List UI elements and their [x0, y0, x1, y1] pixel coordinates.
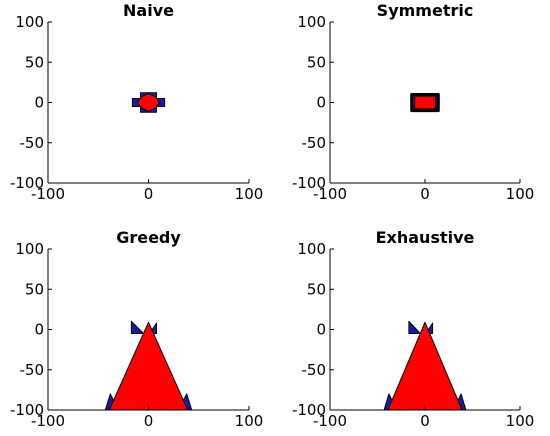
panel-greedy: Greedy 100 50 0 -50 -100-100 0 100	[10, 228, 263, 430]
panel-title: Symmetric	[377, 1, 474, 20]
x-tick-label: 100	[235, 412, 264, 430]
x-tick-label: 100	[235, 185, 264, 203]
front-shape-1	[136, 93, 161, 112]
y-tick-label: -100	[292, 401, 326, 419]
panel-title: Greedy	[116, 228, 181, 247]
y-tick-label: 100	[15, 240, 44, 258]
x-tick-label: 100	[506, 185, 535, 203]
panel-title: Exhaustive	[376, 228, 475, 247]
x-tick-label: 0	[420, 185, 430, 203]
front-shape-4	[387, 321, 463, 410]
y-tick-label: 0	[34, 321, 44, 339]
y-tick-label: 100	[297, 13, 326, 31]
x-tick-label: 100	[506, 412, 535, 430]
y-tick-label: 50	[307, 280, 326, 298]
x-tick-label: 0	[420, 412, 430, 430]
x-tick-label: 0	[144, 185, 154, 203]
panel-symmetric: Symmetric 100 50 0 -50 -100-100 0 100	[292, 1, 534, 203]
back-shape-0	[130, 320, 144, 334]
panel-title: Naive	[123, 1, 174, 20]
y-tick-label: -50	[20, 134, 45, 152]
x-tick-label: -100	[31, 185, 65, 203]
y-tick-label: -50	[302, 134, 327, 152]
x-tick-label: 0	[144, 412, 154, 430]
y-tick-label: -100	[10, 401, 44, 419]
x-tick-label: -100	[313, 185, 347, 203]
y-tick-label: 0	[316, 321, 326, 339]
back-shape-0	[408, 320, 421, 334]
y-tick-label: 50	[25, 280, 44, 298]
y-tick-label: 100	[297, 240, 326, 258]
y-tick-label: 50	[25, 53, 44, 71]
x-tick-label: -100	[31, 412, 65, 430]
front-shape-1	[414, 95, 436, 110]
y-tick-label: -50	[302, 361, 327, 379]
front-shape-4	[108, 321, 189, 410]
y-tick-label: -100	[292, 174, 326, 192]
y-tick-label: -100	[10, 174, 44, 192]
y-tick-label: 50	[307, 53, 326, 71]
y-tick-label: 0	[316, 94, 326, 112]
y-tick-label: 100	[15, 13, 44, 31]
panel-exhaustive: Exhaustive 100 50 0 -50 -100-100 0 100	[292, 228, 534, 430]
y-tick-label: -50	[20, 361, 45, 379]
x-tick-label: -100	[313, 412, 347, 430]
y-tick-label: 0	[34, 94, 44, 112]
panel-naive: Naive 100 50 0 -50 -100-100 0 100	[10, 1, 263, 203]
